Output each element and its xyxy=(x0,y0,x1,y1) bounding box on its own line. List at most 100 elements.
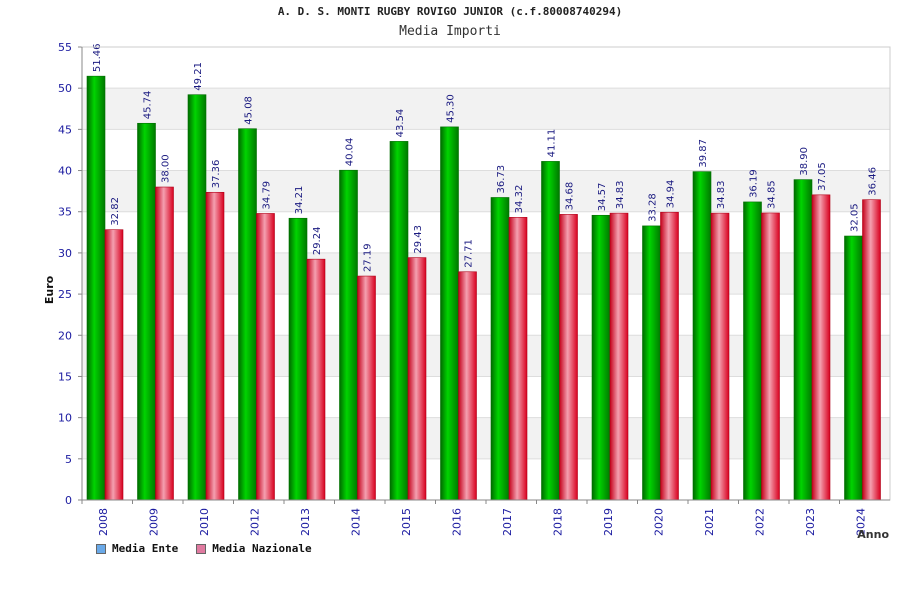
data-label: 45.74 xyxy=(143,91,154,120)
grid-band xyxy=(82,88,890,130)
x-tick-label: 2024 xyxy=(855,508,868,536)
x-tick-label: 2023 xyxy=(804,508,817,536)
data-label: 45.08 xyxy=(244,96,255,125)
data-label: 38.00 xyxy=(161,154,172,183)
data-label: 40.04 xyxy=(345,138,356,167)
x-tick-label: 2016 xyxy=(451,508,464,536)
data-label: 34.83 xyxy=(615,180,626,209)
legend-label-media-ente: Media Ente xyxy=(112,542,179,555)
y-tick-label: 25 xyxy=(58,288,72,301)
data-label: 34.85 xyxy=(767,180,778,209)
data-label: 36.46 xyxy=(868,167,879,196)
y-tick-label: 0 xyxy=(65,494,72,507)
data-label: 34.83 xyxy=(716,180,727,209)
legend-swatch-media-nazionale xyxy=(196,543,207,554)
chart-title: A. D. S. MONTI RUGBY ROVIGO JUNIOR (c.f.… xyxy=(277,5,623,18)
data-label: 29.24 xyxy=(312,227,323,256)
grid-band xyxy=(82,47,890,89)
data-label: 32.82 xyxy=(110,197,121,226)
data-label: 34.79 xyxy=(262,181,273,210)
bar-media-nazionale xyxy=(761,212,780,501)
y-tick-label: 35 xyxy=(58,206,72,219)
bar-media-ente xyxy=(339,169,358,501)
bars xyxy=(86,75,881,501)
bar-media-ente xyxy=(642,225,661,501)
bar-media-ente xyxy=(238,128,257,501)
x-tick-label: 2019 xyxy=(602,508,615,536)
x-tick-label: 2021 xyxy=(703,508,716,536)
y-tick-label: 40 xyxy=(58,165,72,178)
data-label: 32.05 xyxy=(850,203,861,232)
data-label: 34.94 xyxy=(666,180,677,209)
bar-media-nazionale xyxy=(508,217,528,501)
y-tick-label: 10 xyxy=(58,412,72,425)
bar-media-ente xyxy=(692,171,712,501)
chart-subtitle: Media Importi xyxy=(399,24,501,39)
x-axis-label: Anno xyxy=(857,528,889,541)
data-label: 45.30 xyxy=(446,94,457,123)
bar-media-ente xyxy=(541,161,560,501)
x-tick-label: 2018 xyxy=(552,508,565,536)
bar-media-ente xyxy=(743,201,762,501)
bar-media-ente xyxy=(288,217,308,501)
bar-media-nazionale xyxy=(609,212,629,501)
bar-media-ente xyxy=(844,235,863,501)
axes: 0 5 10 15 20 25 30 35 40 45 50 55 2008 2009 2010 2012 20… xyxy=(58,41,891,536)
bar-media-ente xyxy=(793,179,813,501)
bar-media-nazionale xyxy=(559,214,578,501)
bar-media-nazionale xyxy=(710,212,730,501)
x-tick-label: 2022 xyxy=(754,508,767,536)
bar-media-ente xyxy=(389,141,409,501)
legend: Media Ente Media Nazionale xyxy=(96,542,312,555)
data-label: 27.71 xyxy=(464,239,475,268)
data-label: 49.21 xyxy=(193,62,204,91)
bar-media-ente xyxy=(86,75,106,501)
x-tick-label: 2013 xyxy=(299,508,312,536)
bar-media-nazionale xyxy=(357,275,376,501)
bar-media-ente xyxy=(137,122,156,501)
x-tick-label: 2008 xyxy=(97,508,110,536)
data-label: 37.36 xyxy=(211,160,222,189)
bar-media-nazionale xyxy=(862,199,881,501)
y-tick-label: 50 xyxy=(58,82,72,95)
data-label: 34.57 xyxy=(597,183,608,212)
x-tick-label: 2009 xyxy=(148,508,161,536)
data-label: 29.43 xyxy=(413,225,424,254)
x-tick-label: 2010 xyxy=(198,508,211,536)
y-tick-label: 55 xyxy=(58,41,72,54)
data-label: 34.21 xyxy=(294,186,305,215)
y-axis-label: Euro xyxy=(43,275,56,304)
bar-media-nazionale xyxy=(205,191,225,501)
bar-media-ente xyxy=(187,94,207,501)
data-label: 34.68 xyxy=(565,182,576,211)
data-label: 51.46 xyxy=(92,44,103,73)
data-label: 38.90 xyxy=(799,147,810,176)
grid-band xyxy=(82,129,890,171)
bar-media-nazionale xyxy=(104,229,124,501)
y-tick-label: 45 xyxy=(58,123,72,136)
data-label: 36.19 xyxy=(749,169,760,198)
data-label: 34.32 xyxy=(514,185,525,214)
y-tick-label: 30 xyxy=(58,247,72,260)
data-label: 33.28 xyxy=(648,193,659,222)
data-label: 39.87 xyxy=(698,139,709,168)
bar-media-nazionale xyxy=(811,194,831,501)
x-tick-label: 2014 xyxy=(350,508,363,536)
x-tick-label: 2017 xyxy=(501,508,514,536)
data-label: 43.54 xyxy=(395,109,406,138)
x-tick-label: 2020 xyxy=(653,508,666,536)
bar-media-nazionale xyxy=(306,258,326,501)
legend-swatch-media-ente xyxy=(96,543,106,554)
legend-item-media-nazionale: Media Nazionale xyxy=(196,542,312,555)
y-tick-label: 5 xyxy=(65,453,72,466)
data-label: 37.05 xyxy=(817,162,828,191)
legend-label-media-nazionale: Media Nazionale xyxy=(212,542,312,555)
data-label: 41.11 xyxy=(547,129,558,158)
bar-media-nazionale xyxy=(155,186,174,501)
y-tick-label: 20 xyxy=(58,329,72,342)
bar-media-nazionale xyxy=(256,213,275,501)
bar-media-nazionale xyxy=(660,211,679,501)
x-tick-label: 2012 xyxy=(249,508,262,536)
bar-media-ente xyxy=(490,197,510,501)
